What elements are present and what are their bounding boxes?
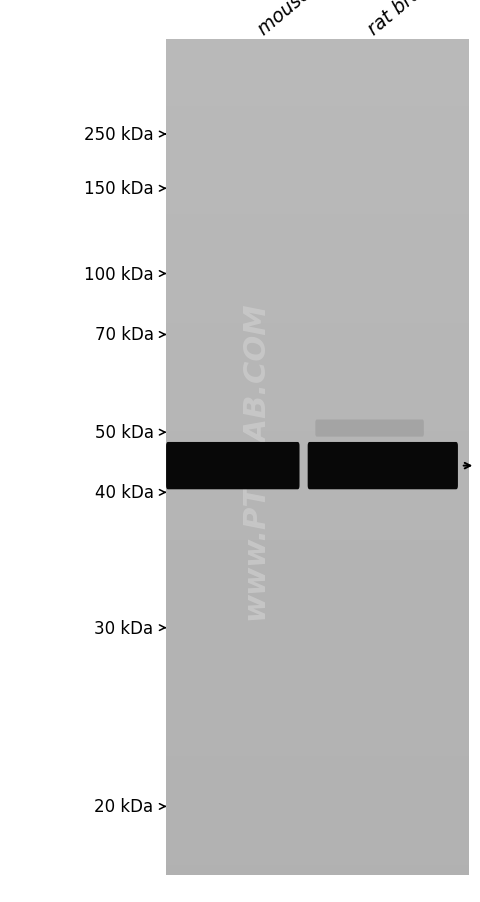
Text: 40 kDa: 40 kDa xyxy=(95,483,154,502)
Text: 250 kDa: 250 kDa xyxy=(84,126,154,143)
Text: 20 kDa: 20 kDa xyxy=(95,797,154,815)
FancyBboxPatch shape xyxy=(308,443,458,490)
Text: mouse brain: mouse brain xyxy=(254,0,356,39)
Text: 150 kDa: 150 kDa xyxy=(84,180,154,198)
Text: 70 kDa: 70 kDa xyxy=(95,327,154,344)
Text: 100 kDa: 100 kDa xyxy=(84,265,154,283)
Text: www.PTGLAB.COM: www.PTGLAB.COM xyxy=(240,301,269,619)
Text: 50 kDa: 50 kDa xyxy=(95,424,154,442)
Text: 30 kDa: 30 kDa xyxy=(95,619,154,637)
Text: rat brain: rat brain xyxy=(365,0,439,39)
FancyBboxPatch shape xyxy=(166,443,300,490)
FancyBboxPatch shape xyxy=(315,420,424,437)
